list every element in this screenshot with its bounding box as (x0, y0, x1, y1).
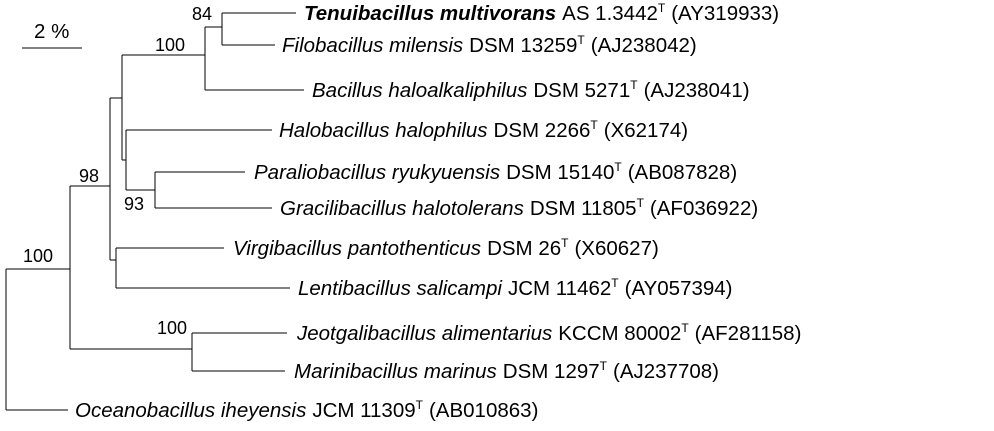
bootstrap-100-jeotgali: 100 (157, 318, 187, 338)
taxon-label: Marinibacillus marinus DSM 1297T (AJ237708… (294, 359, 719, 383)
bootstrap-93: 93 (124, 194, 144, 214)
branch-node-84 (221, 12, 296, 46)
bootstrap-84: 84 (192, 4, 212, 24)
taxon-label: Jeotgalibacillus alimentarius KCCM 80002T… (296, 321, 801, 345)
branch-node-98 (69, 185, 192, 350)
bootstrap-100-top: 100 (155, 35, 185, 55)
taxon-label: Bacillus haloalkaliphilus DSM 5271T (AJ238… (312, 78, 750, 102)
branch-node-93 (154, 171, 272, 209)
branch-root (5, 268, 70, 411)
scale-bar-label: 2 % (34, 20, 69, 43)
branch-node-100 (204, 26, 304, 91)
taxon-label: Lentibacillus salicampi JCM 11462T (AY0573… (298, 276, 733, 300)
taxon-label: Tenuibacillus multivorans AS 1.3442T (AY31… (304, 1, 779, 25)
taxon-label: Virgibacillus pantothenticus DSM 26T (X606… (233, 236, 659, 260)
bootstrap-100-root: 100 (23, 246, 53, 266)
bootstrap-98: 98 (79, 166, 99, 186)
taxon-label: Filobacillus milensis DSM 13259T (AJ238042… (282, 33, 697, 57)
branch-virgibacillus-group (115, 247, 290, 289)
taxon-label: Oceanobacillus iheyensis JCM 11309T (AB010… (75, 398, 538, 422)
taxon-label: Gracilibacillus halotolerans DSM 11805T (A… (280, 196, 758, 220)
taxon-label: Halobacillus halophilus DSM 2266T (X62174) (279, 118, 688, 142)
branch-node-jeotgali (191, 332, 287, 372)
branch-halobacillus-group (125, 129, 272, 191)
tree-branches (5, 12, 304, 411)
scale-bar: 2 % (22, 20, 82, 49)
branch-node-upper (121, 54, 205, 161)
branch-node-inner (109, 97, 122, 261)
taxon-labels: Tenuibacillus multivorans AS 1.3442T (AY31… (75, 1, 801, 422)
taxon-label: Paraliobacillus ryukyuensis DSM 15140T (AB… (254, 160, 737, 184)
bootstrap-values: 84 100 93 98 100 100 (23, 4, 212, 338)
